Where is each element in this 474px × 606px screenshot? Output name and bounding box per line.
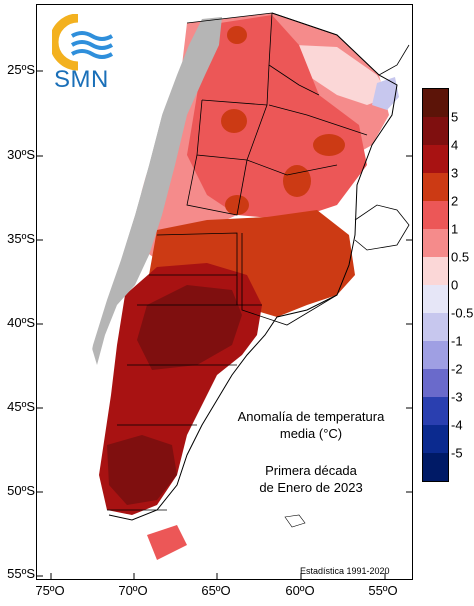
colorbar-cell — [423, 257, 448, 285]
lat-label-30s: 30ºS — [7, 147, 35, 162]
colorbar-label: -2 — [451, 361, 463, 377]
malvinas-islands — [284, 514, 306, 528]
colorbar-cell — [423, 285, 448, 313]
map-title-line-1: Anomalía de temperatura — [237, 409, 385, 424]
colorbar-cell — [423, 173, 448, 201]
lon-label-75o: 75ºO — [35, 583, 65, 598]
colorbar-cell — [423, 425, 448, 453]
colorbar-label: -5 — [451, 445, 463, 461]
colorbar-label: 3 — [451, 165, 459, 181]
colorbar-label: 2 — [451, 193, 459, 209]
lon-label-60o: 60ºO — [285, 583, 315, 598]
lon-label-65o: 65ºO — [201, 583, 231, 598]
colorbar — [422, 88, 449, 482]
brazil-outline — [378, 44, 410, 76]
colorbar-cell — [423, 397, 448, 425]
anomaly-map — [37, 12, 412, 579]
chile-territory — [37, 15, 187, 565]
map-title-line-2: media (°C) — [279, 426, 343, 441]
map-period-line-1: Primera década — [265, 463, 357, 478]
anomaly-pocket-west — [225, 195, 249, 215]
map-period: Primera década de Enero de 2023 — [222, 462, 400, 496]
andes-terrain — [91, 17, 222, 365]
uruguay-outline — [354, 204, 410, 251]
colorbar-cell — [423, 201, 448, 229]
argentina-coastline — [108, 12, 398, 521]
colorbar-label: 1 — [451, 221, 459, 237]
colorbar-cell — [423, 313, 448, 341]
anomaly-pocket-north — [227, 26, 247, 44]
anomaly-pocket-center — [221, 109, 247, 133]
map-title: Anomalía de temperatura media (°C) — [222, 408, 400, 442]
smn-logo-icon — [52, 14, 114, 71]
lat-label-55s: 55ºS — [7, 566, 35, 581]
map-frame — [36, 4, 413, 580]
anomaly-zone-1 — [187, 15, 367, 220]
lat-label-25s: 25ºS — [7, 62, 35, 77]
anomaly-zone-0 — [295, 45, 389, 105]
colorbar-cell — [423, 229, 448, 257]
colorbar-label: 0.5 — [451, 249, 470, 265]
colorbar-cell — [423, 453, 448, 481]
lon-label-55o: 55ºO — [368, 583, 398, 598]
lat-label-40s: 40ºS — [7, 315, 35, 330]
colorbar-label: -3 — [451, 389, 463, 405]
stats-note: Estadística 1991-2020 — [300, 566, 390, 576]
colorbar-label: -0.5 — [451, 305, 474, 321]
colorbar-label: 0 — [451, 277, 459, 293]
lon-label-70o: 70ºO — [118, 583, 148, 598]
colorbar-label: 4 — [451, 137, 459, 153]
colorbar-cell — [423, 145, 448, 173]
lat-label-45s: 45ºS — [7, 399, 35, 414]
lat-label-50s: 50ºS — [7, 483, 35, 498]
map-period-line-2: de Enero de 2023 — [259, 480, 363, 495]
colorbar-cell — [423, 89, 448, 117]
anomaly-pocket-mid — [283, 165, 311, 197]
anomaly-zone-negative — [372, 77, 399, 110]
lat-label-35s: 35ºS — [7, 231, 35, 246]
anomaly-zone-4-north — [137, 285, 242, 370]
colorbar-cell — [423, 341, 448, 369]
province-borders — [107, 12, 380, 511]
logo-text: SMN — [54, 66, 109, 93]
colorbar-label: -1 — [451, 333, 463, 349]
anomaly-zone-4-south — [107, 435, 177, 505]
colorbar-label: -4 — [451, 417, 463, 433]
colorbar-label: 5 — [451, 109, 459, 125]
colorbar-cell — [423, 117, 448, 145]
anomaly-pocket-east — [313, 134, 345, 156]
tierra-del-fuego — [147, 525, 187, 560]
colorbar-cell — [423, 369, 448, 397]
graticule-ticks — [37, 70, 412, 579]
